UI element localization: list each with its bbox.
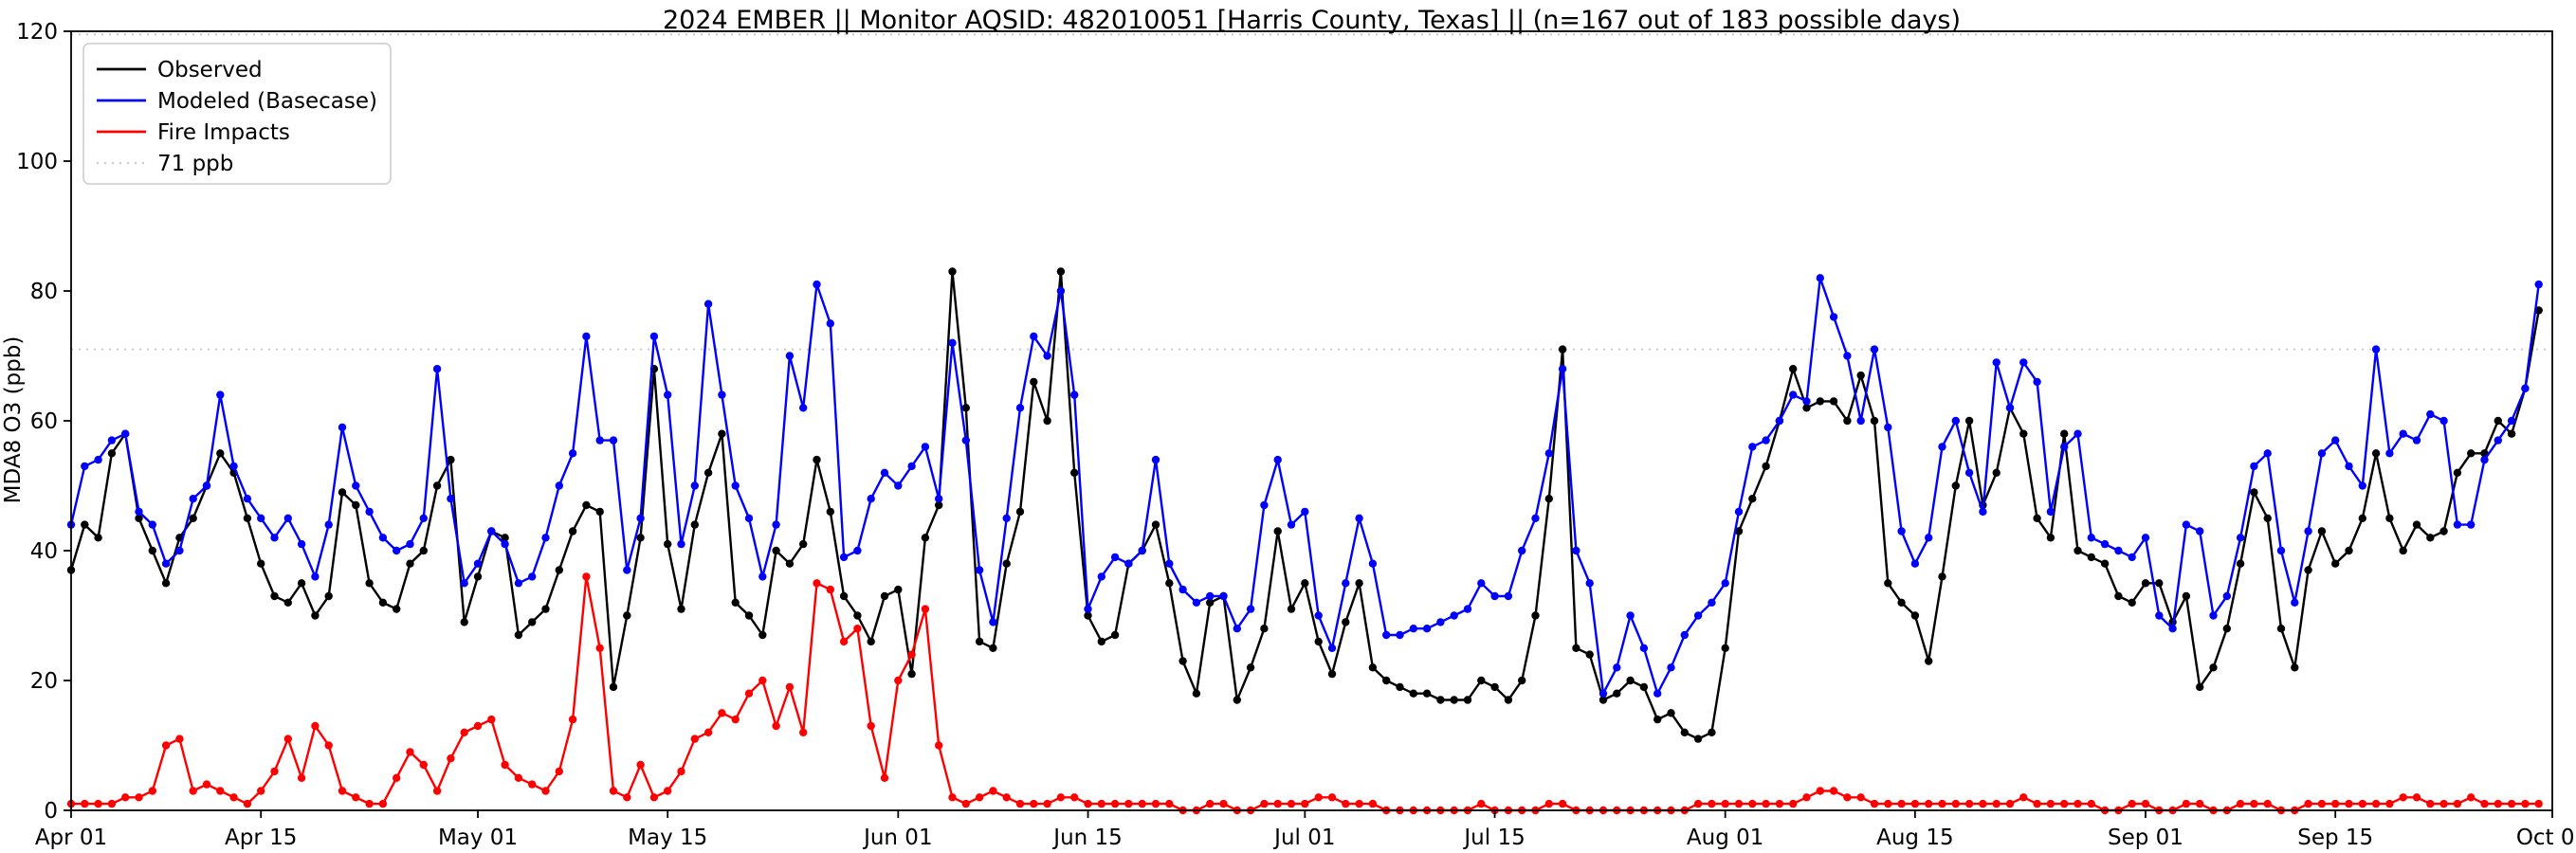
observed-markers	[66, 267, 2543, 743]
y-tick-label: 100	[16, 150, 58, 174]
legend-label: Modeled (Basecase)	[157, 89, 377, 114]
x-tick-label: Apr 01	[35, 826, 107, 850]
observed-line	[69, 271, 2540, 740]
x-tick-label: Jun 01	[862, 826, 933, 850]
legend-box	[82, 43, 392, 185]
x-tick-label: Apr 15	[225, 826, 297, 850]
y-tick-label: 120	[16, 20, 58, 45]
modeled-basecase-line	[69, 277, 2540, 698]
x-tick-label: May 01	[438, 826, 518, 850]
legend-label: 71 ppb	[157, 152, 233, 176]
x-tick-label: Jul 01	[1272, 826, 1335, 850]
x-tick-label: Aug 01	[1687, 826, 1764, 850]
x-tick-label: Aug 15	[1876, 826, 1954, 850]
modeled-basecase-markers	[66, 274, 2543, 698]
legend-label: Fire Impacts	[157, 120, 290, 145]
chart-title: 2024 EMBER || Monitor AQSID: 482010051 […	[663, 6, 1961, 35]
y-tick-label: 20	[30, 669, 58, 694]
x-tick-label: May 15	[628, 826, 707, 850]
x-tick-label: Jul 15	[1462, 826, 1525, 850]
x-tick-label: Sep 15	[2297, 826, 2373, 850]
fire-impacts-markers	[66, 572, 2543, 815]
x-tick-label: Jun 15	[1051, 826, 1123, 850]
x-tick-label: Oct 01	[2516, 826, 2576, 850]
y-tick-label: 60	[30, 409, 58, 434]
y-tick-label: 40	[30, 539, 58, 564]
legend-label: Observed	[157, 58, 263, 82]
x-tick-label: Sep 01	[2108, 826, 2183, 850]
y-tick-label: 0	[44, 799, 58, 824]
legend: Observed Modeled (Basecase) Fire Impacts 71…	[82, 43, 392, 185]
y-tick-label: 80	[30, 280, 58, 304]
